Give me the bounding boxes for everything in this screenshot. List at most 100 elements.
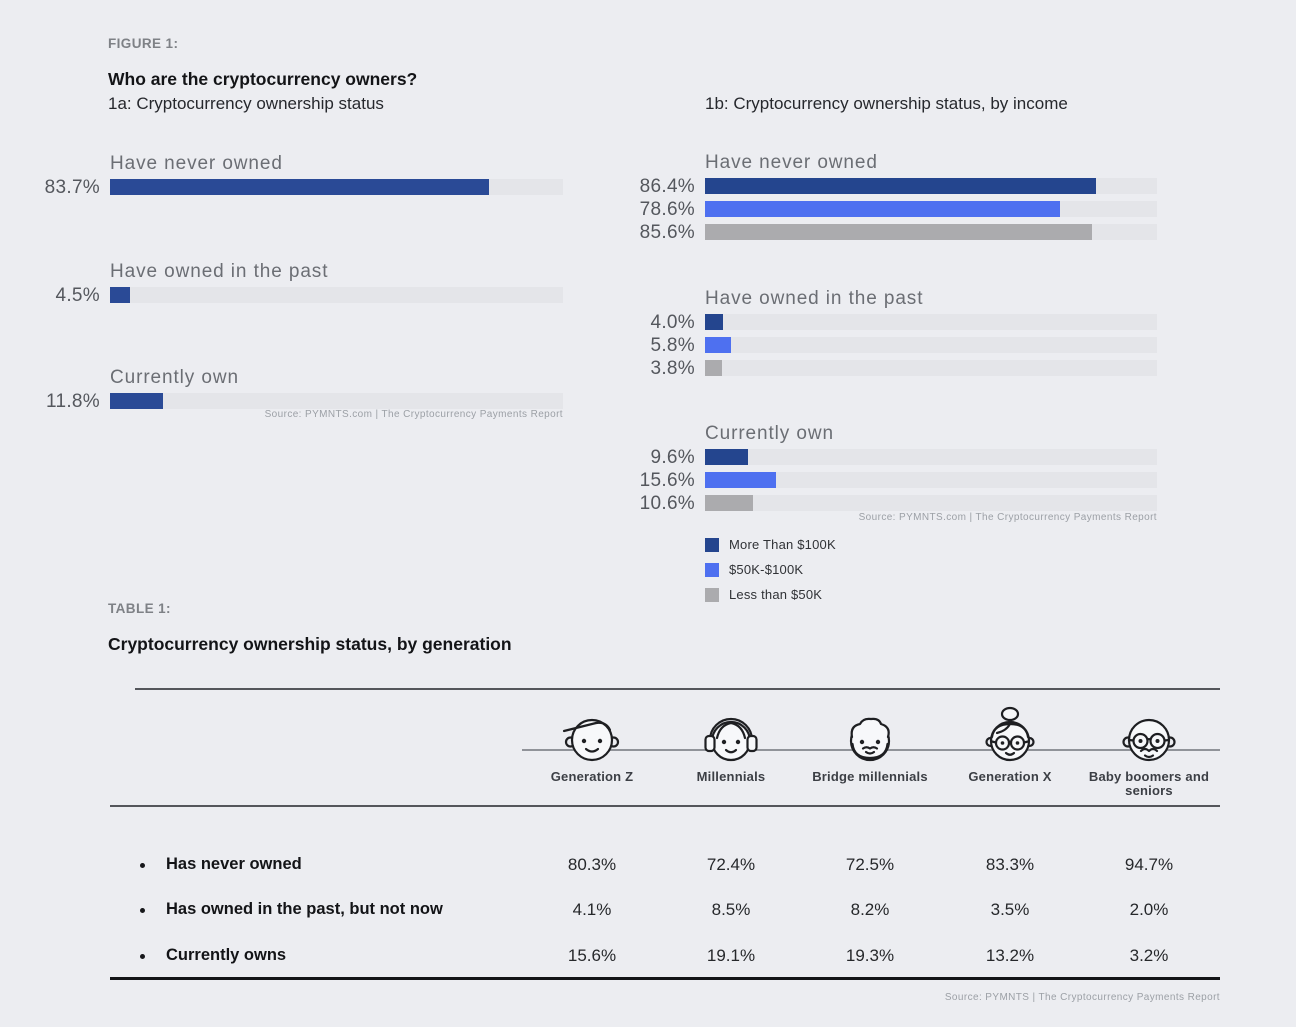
legend-label: $50K-$100K	[729, 562, 804, 577]
chart-1b-source: Source: PYMNTS.com | The Cryptocurrency …	[858, 512, 1157, 523]
bar-value-label: 11.8%	[46, 390, 100, 412]
column-header-baby-boomers: Baby boomers and seniors	[1088, 769, 1210, 798]
bar-value-label: 15.6%	[639, 469, 695, 491]
bar-fill	[705, 360, 723, 376]
bar-fill	[705, 337, 732, 353]
cell-value: 8.5%	[711, 900, 751, 919]
bar-track	[705, 314, 1157, 330]
chart-1a-source: Source: PYMNTS.com | The Cryptocurrency …	[264, 409, 563, 420]
bar-row: 15.6%	[600, 469, 1157, 491]
legend-swatch-more-than-100k	[705, 537, 719, 552]
category-label: Have owned in the past	[110, 261, 329, 282]
legend-label: Less than $50K	[729, 587, 823, 602]
cell-value: 3.5%	[990, 900, 1030, 919]
chart-1a-title: 1a: Cryptocurrency ownership status	[108, 94, 384, 113]
bar-value-label: 78.6%	[639, 198, 695, 220]
cell-value: 19.3%	[845, 946, 895, 965]
cell-value: 94.7%	[1124, 855, 1174, 874]
category-label: Currently own	[705, 423, 834, 444]
legend-item: More Than $100K	[705, 537, 836, 552]
bar-track	[705, 201, 1157, 217]
column-header-bridge-millennials: Bridge millennials	[812, 769, 928, 784]
cell-value: 4.1%	[572, 900, 612, 919]
bar-value-label: 85.6%	[639, 221, 695, 243]
bridge-millennials-face-icon	[800, 705, 940, 765]
bar-fill	[705, 449, 749, 465]
bar-value-label: 5.8%	[650, 334, 695, 356]
bar-value-label: 86.4%	[639, 175, 695, 197]
bar-track	[705, 495, 1157, 511]
column-header-millennials: Millennials	[696, 769, 766, 784]
bullet-icon	[140, 863, 145, 868]
legend-item: $50K-$100K	[705, 562, 836, 577]
category-label: Currently own	[110, 367, 239, 388]
bullet-icon	[140, 908, 145, 913]
bar-value-label: 83.7%	[44, 176, 100, 198]
chart-1a-group-never-owned: Have never owned 83.7%	[5, 153, 563, 198]
bar-fill	[110, 287, 131, 303]
bar-row: 85.6%	[600, 221, 1157, 243]
cell-value: 72.5%	[845, 855, 895, 874]
bar-fill	[110, 393, 164, 409]
bar-row: 4.5%	[5, 284, 563, 306]
bar-track	[705, 178, 1157, 194]
chart-1a-group-currently-own: Currently own 11.8%	[5, 367, 563, 412]
cell-value: 13.2%	[985, 946, 1035, 965]
legend-item: Less than $50K	[705, 587, 836, 602]
bar-value-label: 4.5%	[55, 284, 100, 306]
bar-fill	[705, 314, 724, 330]
bar-track	[110, 179, 563, 195]
bar-row: 83.7%	[5, 176, 563, 198]
bar-track	[110, 287, 563, 303]
bar-row: 3.8%	[600, 357, 1157, 379]
bar-fill	[705, 178, 1096, 194]
bar-track	[705, 449, 1157, 465]
chart-1b-group-owned-past: Have owned in the past 4.0% 5.8% 3.8%	[600, 288, 1157, 379]
bar-fill	[705, 224, 1092, 240]
bar-fill	[705, 495, 753, 511]
bar-value-label: 9.6%	[650, 446, 695, 468]
cell-value: 72.4%	[706, 855, 756, 874]
cell-value: 83.3%	[985, 855, 1035, 874]
row-label-has-never-owned: Has never owned	[166, 855, 302, 873]
bar-track	[110, 393, 563, 409]
column-header-generation-x: Generation X	[968, 769, 1052, 784]
cell-value: 3.2%	[1129, 946, 1169, 965]
figure-title: Who are the cryptocurrency owners?	[108, 69, 418, 89]
bar-value-label: 3.8%	[650, 357, 695, 379]
bar-row: 10.6%	[600, 492, 1157, 514]
millennials-face-icon	[661, 705, 801, 765]
legend-label: More Than $100K	[729, 537, 836, 552]
cell-value: 80.3%	[567, 855, 617, 874]
category-label: Have never owned	[110, 153, 283, 174]
chart-1b-title: 1b: Cryptocurrency ownership status, by …	[705, 94, 1068, 113]
bar-row: 9.6%	[600, 446, 1157, 468]
row-label-currently-owns: Currently owns	[166, 946, 287, 964]
bar-fill	[110, 179, 490, 195]
table-label: TABLE 1:	[108, 601, 171, 616]
row-label-owned-past-not-now: Has owned in the past, but not now	[166, 900, 443, 918]
column-header-generation-z: Generation Z	[550, 769, 634, 784]
gen-x-face-icon	[940, 702, 1080, 765]
table-source: Source: PYMNTS | The Cryptocurrency Paym…	[944, 992, 1220, 1003]
cell-value: 8.2%	[850, 900, 890, 919]
bar-row: 86.4%	[600, 175, 1157, 197]
bar-row: 11.8%	[5, 390, 563, 412]
bar-fill	[705, 201, 1061, 217]
bar-track	[705, 472, 1157, 488]
bar-value-label: 10.6%	[639, 492, 695, 514]
chart-1b-legend: More Than $100K $50K-$100K Less than $50…	[705, 537, 836, 612]
figure-label: FIGURE 1:	[108, 36, 179, 51]
table-title: Cryptocurrency ownership status, by gene…	[108, 634, 512, 654]
table-header-rule	[110, 805, 1220, 807]
cell-value: 2.0%	[1129, 900, 1169, 919]
bar-track	[705, 337, 1157, 353]
legend-swatch-less-than-50k	[705, 587, 719, 602]
gen-z-face-icon	[522, 705, 662, 765]
bullet-icon	[140, 954, 145, 959]
chart-1b-group-currently-own: Currently own 9.6% 15.6% 10.6%	[600, 423, 1157, 514]
category-label: Have owned in the past	[705, 288, 924, 309]
cell-value: 15.6%	[567, 946, 617, 965]
cell-value: 19.1%	[706, 946, 756, 965]
